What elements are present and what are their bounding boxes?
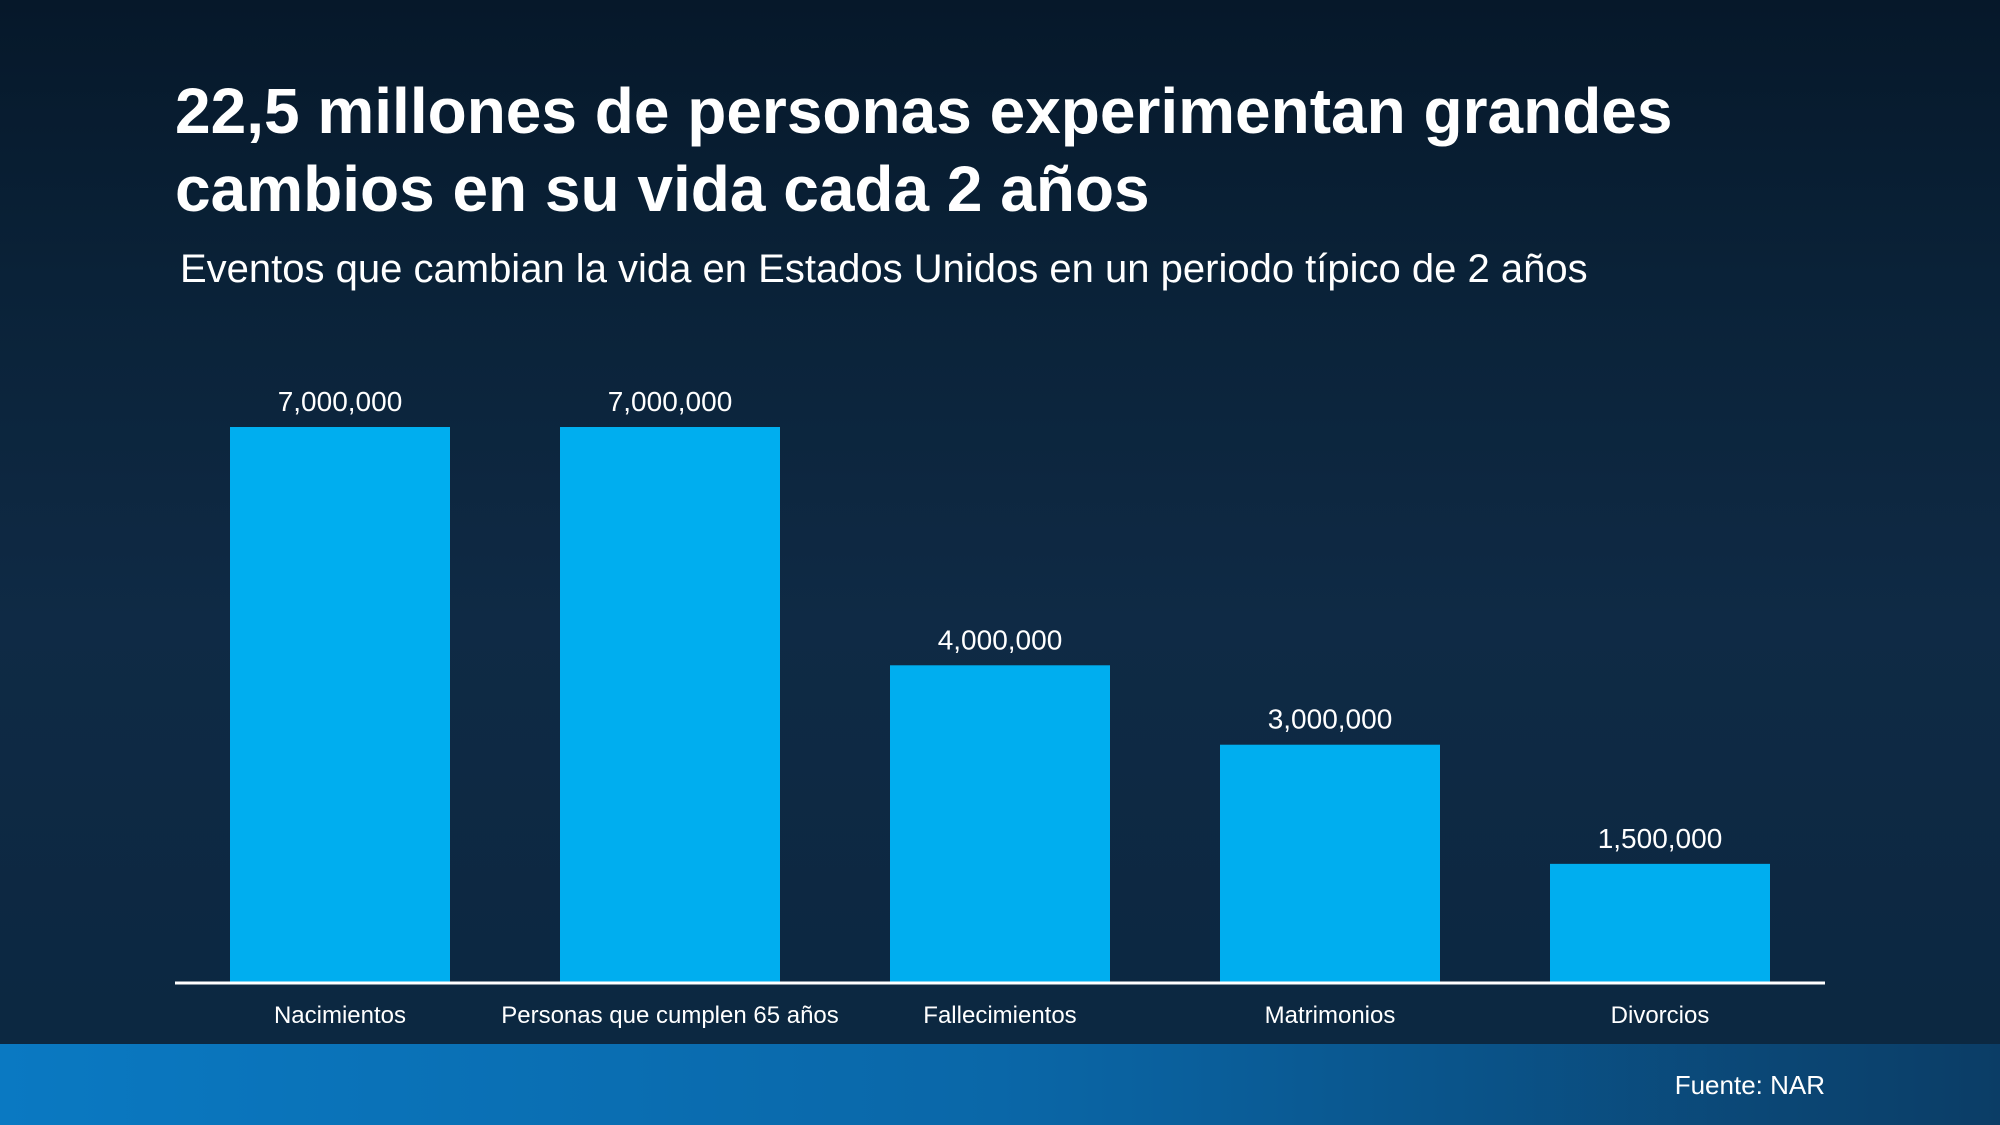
bar-3 bbox=[1220, 744, 1440, 983]
footer-bar: Fuente: NAR bbox=[0, 1044, 2000, 1125]
bar-1 bbox=[560, 427, 780, 983]
data-label-2: 4,000,000 bbox=[938, 624, 1063, 655]
bar-0 bbox=[230, 427, 450, 983]
source-label: Fuente: NAR bbox=[1674, 1070, 1825, 1100]
data-label-4: 1,500,000 bbox=[1598, 823, 1723, 854]
category-label-3: Matrimonios bbox=[1265, 1002, 1396, 1029]
category-label-1: Personas que cumplen 65 años bbox=[501, 1002, 839, 1029]
data-label-1: 7,000,000 bbox=[608, 386, 733, 417]
chart-title: 22,5 millones de personas experimentan g… bbox=[175, 75, 1673, 225]
bar-4 bbox=[1550, 863, 1770, 983]
chart-subtitle: Eventos que cambian la vida en Estados U… bbox=[180, 247, 1588, 291]
category-label-2: Fallecimientos bbox=[923, 1002, 1076, 1029]
data-label-3: 3,000,000 bbox=[1268, 704, 1393, 735]
data-label-0: 7,000,000 bbox=[278, 386, 403, 417]
category-label-4: Divorcios bbox=[1611, 1002, 1710, 1029]
bar-2 bbox=[890, 665, 1110, 983]
category-label-0: Nacimientos bbox=[274, 1002, 406, 1029]
bar-chart: 7,000,000 Nacimientos 7,000,000 Personas qu… bbox=[230, 386, 1770, 1029]
